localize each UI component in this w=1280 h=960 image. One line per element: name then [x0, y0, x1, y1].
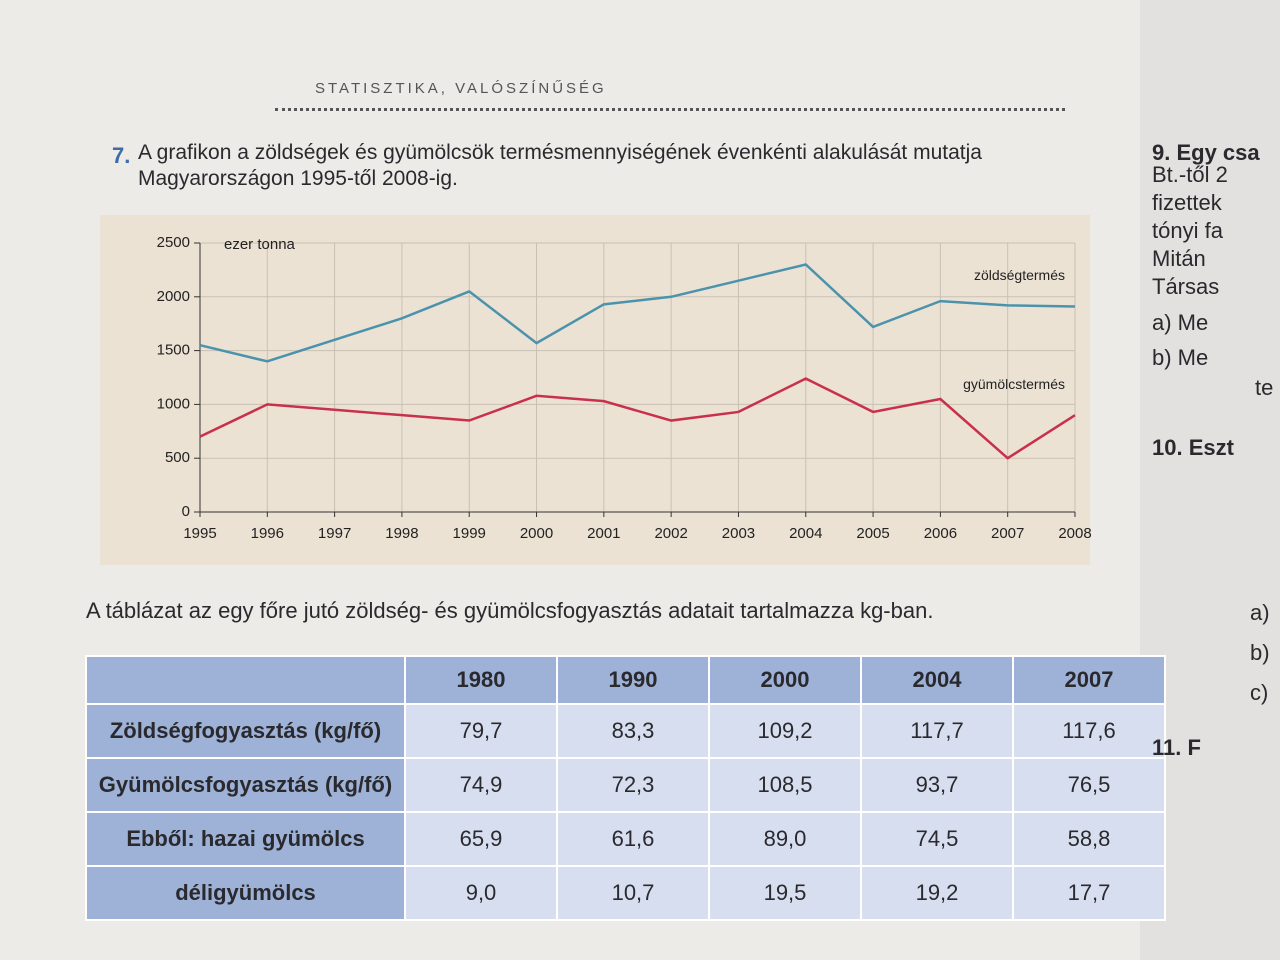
- y-tick-label: 2500: [157, 234, 190, 251]
- table-cell: 17,7: [1012, 865, 1166, 921]
- x-tick-label: 2004: [789, 525, 822, 542]
- row-label: Gyümölcsfogyasztás (kg/fő): [85, 757, 406, 813]
- side-text: b) Me: [1152, 345, 1209, 370]
- x-tick-label: 2005: [856, 525, 889, 542]
- header-row: 1980 1990 2000 2004 2007: [85, 655, 1166, 705]
- header-cell: 1980: [404, 655, 558, 705]
- header-cell: 1990: [556, 655, 710, 705]
- side-text: Bt.-től 2: [1152, 162, 1228, 187]
- table-cell: 19,5: [708, 865, 862, 921]
- side-text: Mitán: [1152, 246, 1206, 271]
- row-label: Ebből: hazai gyümölcs: [85, 811, 406, 867]
- series-label: zöldségtermés: [974, 267, 1065, 283]
- table-cell: 9,0: [404, 865, 558, 921]
- table-cell: 76,5: [1012, 757, 1166, 813]
- table-cell: 93,7: [860, 757, 1014, 813]
- series-line: [199, 263, 1076, 363]
- y-tick-label: 1000: [157, 395, 190, 412]
- table-cell: 83,3: [556, 703, 710, 759]
- x-tick-label: 2000: [520, 525, 553, 542]
- table-cell: 117,7: [860, 703, 1014, 759]
- y-tick-label: 500: [165, 449, 190, 466]
- table-row: Gyümölcsfogyasztás (kg/fő) 74,9 72,3 108,5 9…: [85, 757, 1166, 813]
- section-header: STATISZTIKA, VALÓSZÍNŰSÉG: [315, 80, 607, 97]
- header-cell: 2000: [708, 655, 862, 705]
- side-text: b): [1250, 640, 1270, 665]
- task-number: 7.: [112, 143, 131, 168]
- table-intro: A táblázat az egy főre jutó zöldség- és …: [86, 598, 934, 623]
- x-tick-label: 1998: [385, 525, 418, 542]
- side-text: te: [1255, 375, 1274, 400]
- table-cell: 79,7: [404, 703, 558, 759]
- x-tick-label: 2001: [587, 525, 620, 542]
- table-cell: 74,9: [404, 757, 558, 813]
- header-cell: 2004: [860, 655, 1014, 705]
- y-tick-label: 0: [182, 503, 190, 520]
- side-text: a) Me: [1152, 310, 1209, 335]
- x-tick-label: 2003: [722, 525, 755, 542]
- table-cell: 108,5: [708, 757, 862, 813]
- side-text: a): [1250, 600, 1270, 625]
- chart-panel: [100, 215, 1090, 565]
- side-text: Társas: [1152, 274, 1220, 299]
- table-cell: 65,9: [404, 811, 558, 867]
- table-cell: 74,5: [860, 811, 1014, 867]
- series-label: gyümölcstermés: [963, 376, 1065, 392]
- table-cell: 72,3: [556, 757, 710, 813]
- side-text: c): [1250, 680, 1269, 705]
- x-tick-label: 2007: [991, 525, 1024, 542]
- table-cell: 89,0: [708, 811, 862, 867]
- side-text: 9. Egy csa: [1152, 140, 1260, 165]
- side-text: fizettek: [1152, 190, 1222, 215]
- x-tick-label: 1997: [318, 525, 351, 542]
- table-cell: 19,2: [860, 865, 1014, 921]
- side-text: 11. F: [1152, 735, 1201, 760]
- table-cell: 58,8: [1012, 811, 1166, 867]
- table-row: Zöldségfogyasztás (kg/fő) 79,7 83,3 109,2 11…: [85, 703, 1166, 759]
- table-row: Ebből: hazai gyümölcs 65,9 61,6 89,0 74,5 58,…: [85, 811, 1166, 867]
- table-cell: 61,6: [556, 811, 710, 867]
- row-label: Zöldségfogyasztás (kg/fő): [85, 703, 406, 759]
- y-tick-label: 2000: [157, 288, 190, 305]
- divider: [275, 108, 1065, 111]
- y-axis-label: ezer tonna: [224, 236, 296, 253]
- x-tick-label: 2002: [654, 525, 687, 542]
- table-cell: 117,6: [1012, 703, 1166, 759]
- table-cell: 10,7: [556, 865, 710, 921]
- task-text: A grafikon a zöldségek és gyümölcsök ter…: [138, 141, 982, 190]
- x-tick-label: 1999: [453, 525, 486, 542]
- x-tick-label: 2006: [924, 525, 957, 542]
- table-row: déligyümölcs 9,0 10,7 19,5 19,2 17,7: [85, 865, 1166, 921]
- data-table: 1980 1990 2000 2004 2007 Zöldségfogyasztás (k…: [85, 655, 1166, 921]
- header-cell: 2007: [1012, 655, 1166, 705]
- x-tick-label: 1996: [251, 525, 284, 542]
- side-text: 10. Eszt: [1152, 435, 1234, 460]
- table-cell: 109,2: [708, 703, 862, 759]
- x-tick-label: 1995: [183, 525, 216, 542]
- row-label: déligyümölcs: [85, 865, 406, 921]
- side-text: tónyi fa: [1152, 218, 1223, 243]
- x-tick-label: 2008: [1058, 525, 1091, 542]
- header-cell: [85, 655, 406, 705]
- y-tick-label: 1500: [157, 342, 190, 359]
- series-line: [199, 377, 1076, 460]
